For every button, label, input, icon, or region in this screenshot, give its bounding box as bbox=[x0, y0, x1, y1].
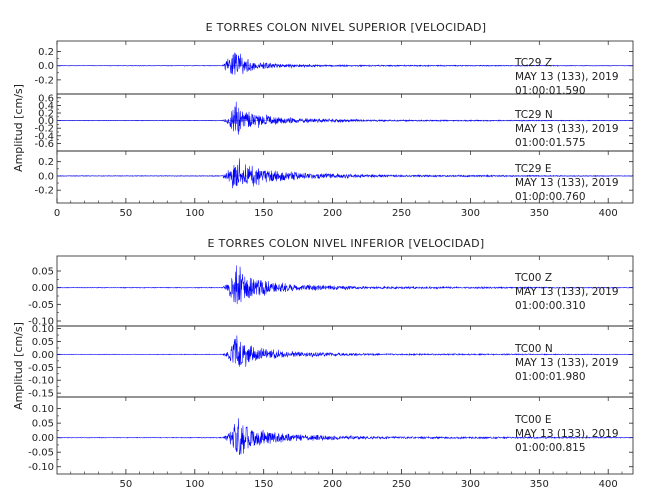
panel-lower-n-trace bbox=[56, 335, 634, 367]
panel-upper-z-date: MAY 13 (133), 2019 bbox=[515, 71, 619, 83]
panel-lower-n-y-tick-label: -0.10 bbox=[28, 376, 54, 387]
panel-lower-z-trace bbox=[56, 265, 634, 305]
panel-lower-z-time: 01:00:00.310 bbox=[515, 300, 586, 312]
panel-upper-z-y-tick-label: 0.2 bbox=[38, 47, 54, 58]
panel-lower-z-waveform bbox=[56, 265, 634, 305]
panel-upper-n-y-tick-label: 0.6 bbox=[38, 93, 54, 104]
panel-upper-n-waveform bbox=[56, 101, 634, 135]
panel-lower-n-y-tick-label: 0.05 bbox=[32, 337, 54, 348]
panel-lower-n-channel: TC00 N bbox=[514, 343, 553, 355]
lower-x-tick-label: 200 bbox=[323, 479, 342, 490]
panel-upper-n-y-tick-label: 0.0 bbox=[38, 116, 54, 127]
lower-x-tick-label: 400 bbox=[599, 479, 618, 490]
panel-lower-z-date: MAY 13 (133), 2019 bbox=[515, 286, 619, 298]
panel-lower-z-y-ticks: 0.05 0.00 -0.05 -0.10 bbox=[28, 267, 633, 328]
panel-lower-e-date: MAY 13 (133), 2019 bbox=[515, 428, 619, 440]
upper-title: E TORRES COLON NIVEL SUPERIOR [VELOCIDAD… bbox=[206, 21, 487, 34]
panel-lower-e-waveform bbox=[56, 418, 634, 455]
lower-figure: E TORRES COLON NIVEL INFERIOR [VELOCIDAD… bbox=[12, 237, 634, 490]
panel-lower-e-y-tick-label: 0.10 bbox=[32, 404, 54, 415]
upper-x-tick-label: 200 bbox=[323, 208, 342, 219]
upper-figure: E TORRES COLON NIVEL SUPERIOR [VELOCIDAD… bbox=[12, 21, 634, 219]
panel-lower-e-trace bbox=[56, 418, 634, 455]
panel-upper-z-trace bbox=[56, 52, 634, 75]
panel-lower-n-waveform bbox=[56, 335, 634, 367]
panel-upper-e-time: 01:00:00.760 bbox=[515, 191, 586, 203]
panel-upper-n-y-tick-label: 0.2 bbox=[38, 109, 54, 120]
panel-lower-n-y-tick-label: -0.05 bbox=[28, 363, 54, 374]
panel-lower-z-y-tick-label: 0.00 bbox=[32, 283, 54, 294]
lower-x-tick-label: 150 bbox=[254, 479, 273, 490]
panel-lower-n: 0.10 0.05 0.00 -0.05 -0.10 -0.15 TC00 N MAY 1… bbox=[28, 324, 634, 400]
upper-x-tick-label: 300 bbox=[461, 208, 480, 219]
panel-lower-e-frame bbox=[56, 396, 634, 475]
panel-lower-e-channel: TC00 E bbox=[514, 414, 551, 426]
panel-lower-e-y-tick-label: 0.00 bbox=[32, 433, 54, 444]
panel-upper-n-y-tick-label: 0.4 bbox=[38, 101, 54, 112]
panel-lower-n-date: MAY 13 (133), 2019 bbox=[515, 357, 619, 369]
lower-x-tick-label: 50 bbox=[120, 479, 133, 490]
lower-x-tick-label: 100 bbox=[185, 479, 204, 490]
panel-lower-e-time: 01:00:00.815 bbox=[515, 442, 586, 454]
panel-upper-e-y-tick-label: 0.0 bbox=[38, 171, 54, 182]
panel-upper-z-time: 01:00:01.590 bbox=[515, 85, 586, 97]
panel-lower-n-y-tick-label: 0.10 bbox=[32, 324, 54, 335]
panel-upper-n-y-ticks: 0.60.40.20.0-0.2-0.4-0.6 bbox=[34, 93, 633, 150]
panel-upper-z-channel: TC29 Z bbox=[514, 57, 552, 69]
panel-lower-e: 0.10 0.05 0.00 -0.05 -0.10 TC00 E MAY 13 (13… bbox=[28, 396, 634, 475]
panel-lower-z-y-tick-label: -0.10 bbox=[28, 317, 54, 328]
upper-x-tick-label: 50 bbox=[120, 208, 133, 219]
upper-x-axis-ticks: 0 50 100 150 200 250 300 350 400 bbox=[54, 41, 623, 219]
upper-x-tick-label: 0 bbox=[54, 208, 60, 219]
panel-lower-z-y-tick-label: 0.05 bbox=[32, 267, 54, 278]
panel-upper-n-trace bbox=[56, 101, 634, 135]
panel-upper-n-y-tick-label: -0.2 bbox=[34, 124, 54, 135]
panel-upper-z-y-tick-label: -0.2 bbox=[34, 75, 54, 86]
panel-upper-n-time: 01:00:01.575 bbox=[515, 137, 586, 149]
lower-title: E TORRES COLON NIVEL INFERIOR [VELOCIDAD… bbox=[208, 237, 485, 250]
panel-lower-n-y-ticks: 0.10 0.05 0.00 -0.05 -0.10 -0.15 bbox=[28, 324, 633, 400]
panel-upper-z-y-tick-label: 0.0 bbox=[38, 61, 54, 72]
lower-x-axis-ticks: 50 100 150 200 250 300 350 400 bbox=[70, 256, 623, 490]
panel-lower-z-channel: TC00 Z bbox=[514, 272, 552, 284]
panel-upper-e-channel: TC29 E bbox=[514, 163, 551, 175]
panel-upper-e-y-tick-label: -0.2 bbox=[34, 186, 54, 197]
panel-upper-e-y-tick-label: 0.2 bbox=[38, 157, 54, 168]
panel-upper-e-frame bbox=[56, 150, 634, 204]
panel-upper-e-date: MAY 13 (133), 2019 bbox=[515, 177, 619, 189]
panel-upper-n-channel: TC29 N bbox=[514, 109, 553, 121]
panel-lower-z-y-tick-label: -0.05 bbox=[28, 300, 54, 311]
lower-x-tick-label: 300 bbox=[461, 479, 480, 490]
panel-upper-e-trace bbox=[56, 158, 634, 189]
panel-upper-n-y-tick-label: -0.4 bbox=[34, 131, 54, 142]
upper-y-axis-label: Amplitud [cm/s] bbox=[12, 84, 25, 172]
upper-x-tick-label: 400 bbox=[599, 208, 618, 219]
panel-lower-e-y-tick-label: -0.10 bbox=[28, 462, 54, 473]
upper-x-tick-label: 250 bbox=[392, 208, 411, 219]
panel-lower-n-y-tick-label: -0.15 bbox=[28, 389, 54, 400]
lower-y-axis-label: Amplitud [cm/s] bbox=[12, 322, 25, 410]
panel-lower-n-y-tick-label: 0.00 bbox=[32, 350, 54, 361]
panel-upper-z-waveform bbox=[56, 52, 634, 75]
upper-x-tick-label: 100 bbox=[185, 208, 204, 219]
panel-lower-e-y-tick-label: 0.05 bbox=[32, 419, 54, 430]
upper-x-tick-label: 350 bbox=[530, 208, 549, 219]
upper-x-tick-label: 150 bbox=[254, 208, 273, 219]
panel-upper-e-waveform bbox=[56, 158, 634, 189]
panel-upper-n-date: MAY 13 (133), 2019 bbox=[515, 123, 619, 135]
panel-upper-n: 0.60.40.20.0-0.2-0.4-0.6 TC29 N MAY 13 (… bbox=[34, 93, 634, 152]
lower-x-tick-label: 250 bbox=[392, 479, 411, 490]
panel-upper-e: 0.2 0.0 -0.2 TC29 E MAY 13 (133), 2019 01:… bbox=[34, 150, 634, 204]
lower-x-tick-label: 350 bbox=[530, 479, 549, 490]
panel-upper-n-y-tick-label: -0.6 bbox=[34, 139, 54, 150]
panel-lower-e-y-tick-label: -0.05 bbox=[28, 448, 54, 459]
panel-lower-n-time: 01:00:01.980 bbox=[515, 371, 586, 383]
